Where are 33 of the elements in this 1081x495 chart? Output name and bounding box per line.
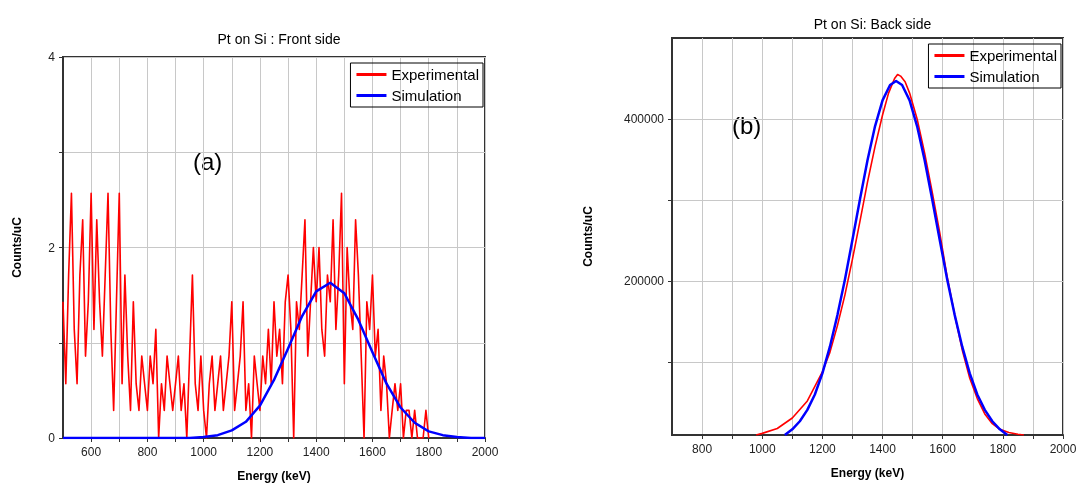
y-tick-label: 4: [48, 50, 56, 64]
x-tick-label: 1800: [989, 442, 1017, 456]
x-tick-label: 1000: [748, 442, 776, 456]
y-tick-label: 0: [48, 431, 56, 445]
x-axis-title: Energy (keV): [237, 469, 311, 483]
x-tick-label: 1600: [359, 445, 387, 459]
x-tick-label: 1200: [246, 445, 274, 459]
x-tick-label: 2000: [1049, 442, 1077, 456]
y-tick-label: 400000: [623, 112, 665, 127]
y-tick-label: 2: [48, 240, 56, 255]
x-tick-label: 1400: [302, 445, 330, 459]
x-tick-label: 1600: [929, 442, 957, 456]
line-series: [62, 192, 430, 439]
annotation: (b): [732, 111, 762, 139]
legend-label: Simulation: [969, 68, 1040, 85]
x-tick-label: 1400: [869, 442, 897, 456]
x-tick-label: 800: [137, 445, 158, 459]
y-axis-title: Counts/uC: [581, 205, 595, 267]
legend-label: Experimental: [969, 47, 1058, 64]
x-tick-label: 2000: [471, 445, 499, 459]
chart-title: Pt on Si : Front side: [217, 31, 341, 47]
annotation: (a): [193, 147, 223, 175]
x-tick-label: 800: [692, 442, 713, 456]
x-tick-label: 1200: [809, 442, 837, 456]
x-axis-title: Energy (keV): [830, 466, 905, 480]
y-tick-label: 200000: [623, 274, 665, 289]
x-tick-label: 1000: [190, 445, 218, 459]
chart-title: Pt on Si: Back side: [813, 16, 932, 32]
x-tick-label: 600: [81, 445, 102, 459]
legend-label: Experimental: [391, 66, 480, 83]
y-axis-title: Counts/uC: [10, 216, 24, 278]
x-tick-label: 1800: [415, 445, 443, 459]
legend-label: Simulation: [391, 87, 462, 104]
